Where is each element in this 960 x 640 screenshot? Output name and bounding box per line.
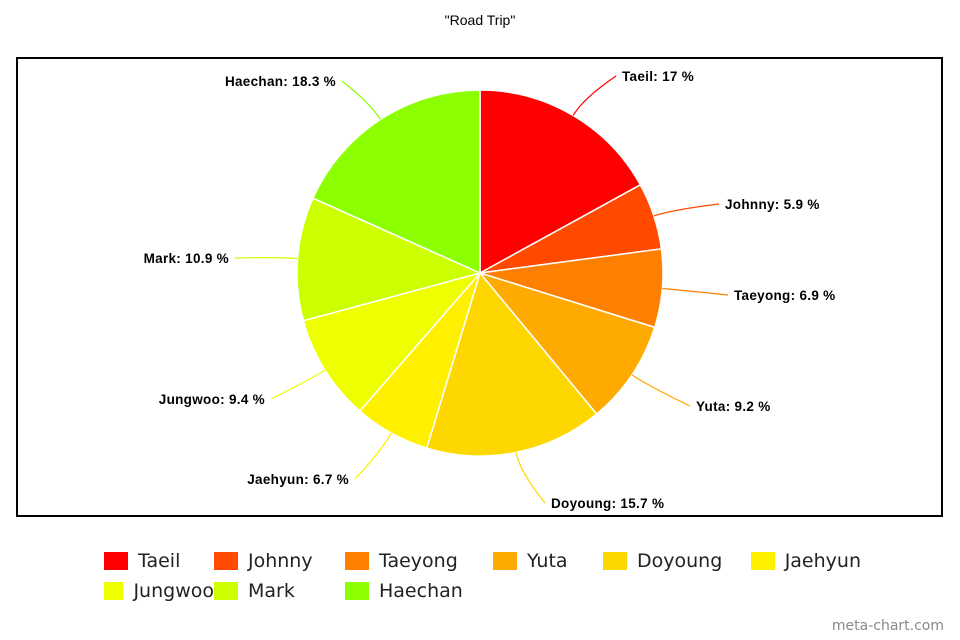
leader-line-jaehyun <box>354 432 392 480</box>
leader-line-johnny <box>653 203 720 217</box>
legend-label: Doyoung <box>637 550 723 572</box>
legend-swatch <box>214 582 238 600</box>
legend: Taeil Johnny Taeyong Yuta Doyoung Jaehyun Jung… <box>104 546 904 606</box>
legend-label: Jaehyun <box>784 550 861 572</box>
leader-line-taeyong <box>662 287 729 296</box>
legend-label: Taeyong <box>379 550 458 572</box>
legend-item-haechan: Haechan <box>345 580 493 602</box>
legend-swatch <box>345 552 369 570</box>
legend-swatch <box>214 552 238 570</box>
legend-label: Jungwoo <box>133 580 214 602</box>
leader-line-mark <box>234 257 298 260</box>
slice-label-taeyong: Taeyong: 6.9 % <box>734 288 835 303</box>
leader-line-doyoung <box>515 452 546 504</box>
legend-row: Jungwoo Mark Haechan <box>104 576 904 606</box>
slice-label-doyoung: Doyoung: 15.7 % <box>551 496 664 511</box>
pie-slice-haechan <box>311 89 481 275</box>
legend-swatch <box>104 582 124 600</box>
leader-line-yuta <box>631 374 691 407</box>
leader-line-taeil <box>572 75 617 116</box>
legend-swatch <box>104 552 128 570</box>
legend-swatch <box>603 552 627 570</box>
leader-line-jungwoo <box>270 369 326 400</box>
slice-label-jaehyun: Jaehyun: 6.7 % <box>247 472 349 487</box>
legend-item-taeil: Taeil <box>104 550 214 572</box>
slice-label-haechan: Haechan: 18.3 % <box>225 74 336 89</box>
legend-swatch <box>493 552 517 570</box>
legend-item-yuta: Yuta <box>493 550 603 572</box>
chart-frame <box>16 57 943 517</box>
legend-label: Mark <box>248 580 295 602</box>
legend-label: Haechan <box>379 580 463 602</box>
legend-item-johnny: Johnny <box>214 550 345 572</box>
legend-item-mark: Mark <box>214 580 345 602</box>
pie-slice-taeil <box>479 89 642 275</box>
watermark: meta-chart.com <box>831 618 944 634</box>
leader-line-haechan <box>341 80 381 120</box>
slice-label-mark: Mark: 10.9 % <box>144 251 229 266</box>
slice-label-yuta: Yuta: 9.2 % <box>696 399 771 414</box>
legend-item-doyoung: Doyoung <box>603 550 751 572</box>
legend-swatch <box>345 582 369 600</box>
pie-slice-doyoung <box>425 271 598 457</box>
slice-label-jungwoo: Jungwoo: 9.4 % <box>159 392 265 407</box>
legend-label: Yuta <box>527 550 568 572</box>
legend-label: Taeil <box>138 550 181 572</box>
legend-label: Johnny <box>248 550 313 572</box>
legend-item-taeyong: Taeyong <box>345 550 493 572</box>
slice-label-taeil: Taeil: 17 % <box>622 69 694 84</box>
legend-item-jaehyun: Jaehyun <box>751 550 861 572</box>
chart-title: "Road Trip" <box>444 12 516 28</box>
legend-swatch <box>751 552 775 570</box>
slice-label-johnny: Johnny: 5.9 % <box>725 197 820 212</box>
legend-row: Taeil Johnny Taeyong Yuta Doyoung Jaehyun <box>104 546 904 576</box>
legend-item-jungwoo: Jungwoo <box>104 580 214 602</box>
